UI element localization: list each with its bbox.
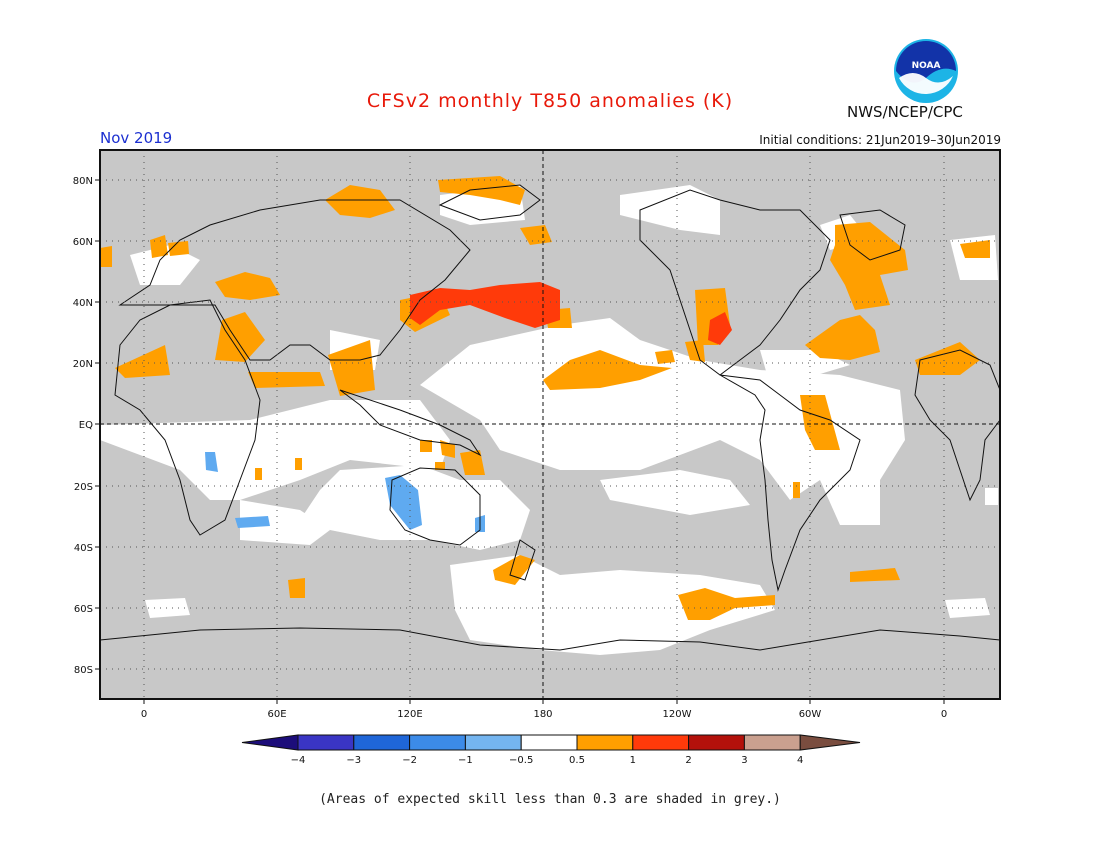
colorbar-arrow-high [799, 734, 861, 751]
colorbar-swatch [520, 734, 578, 751]
lat-label: 40S [74, 543, 93, 554]
map-title: CFSv2 monthly T850 anomalies (K) [366, 90, 734, 112]
colorbar-tick-label: −0.5 [509, 755, 533, 766]
colorbar-tick-label: 1 [630, 755, 636, 766]
colorbar [241, 734, 861, 751]
colorbar-swatch [297, 734, 355, 751]
colorbar-tick-label: 2 [685, 755, 691, 766]
lat-label: 60S [74, 604, 93, 615]
noaa-logo: NOAA [894, 39, 958, 103]
lon-label: 60W [799, 709, 822, 720]
forecast-month: Nov 2019 [100, 129, 173, 147]
colorbar-labels: −4 −3 −2 −1 −0.5 0.5 1 2 3 4 [291, 755, 804, 766]
lon-label: 0 [941, 709, 947, 720]
graticule [100, 150, 1000, 699]
colorbar-tick-label: −1 [458, 755, 473, 766]
colorbar-tick-label: 3 [741, 755, 747, 766]
colorbar-tick-label: 4 [797, 755, 803, 766]
lat-label: 40N [73, 298, 93, 309]
lat-label: 80S [74, 665, 93, 676]
lon-label: 60E [267, 709, 286, 720]
initial-conditions: Initial conditions: 21Jun2019–30Jun2019 [759, 133, 1001, 147]
coastlines [99, 184, 1001, 651]
noaa-logo-text: NOAA [912, 61, 941, 71]
colorbar-swatch [743, 734, 801, 751]
colorbar-swatch [576, 734, 634, 751]
lat-label: 60N [73, 237, 93, 248]
colorbar-tick-label: −3 [346, 755, 361, 766]
colorbar-tick-label: −2 [402, 755, 417, 766]
lat-label: 20N [73, 359, 93, 370]
lat-label: 80N [73, 176, 93, 187]
orange-regions [100, 176, 990, 620]
lat-label: 20S [74, 482, 93, 493]
blue-regions [205, 452, 485, 532]
colorbar-swatch [464, 734, 522, 751]
colorbar-arrow-low [241, 734, 299, 751]
red-regions [410, 282, 732, 345]
agency-name: NWS/NCEP/CPC [847, 103, 963, 121]
colorbar-swatch [632, 734, 690, 751]
colorbar-swatch [353, 734, 411, 751]
skill-footnote: (Areas of expected skill less than 0.3 a… [319, 792, 781, 807]
lon-label: 180 [533, 709, 552, 720]
equator-dateline [100, 150, 1000, 699]
tick-marks [95, 179, 945, 704]
colorbar-swatch [409, 734, 466, 751]
longitude-labels: 0 60E 120E 180 120W 60W 0 [141, 709, 947, 720]
colorbar-tick-label: 0.5 [569, 755, 585, 766]
lon-label: 120W [663, 709, 692, 720]
lon-label: 120E [397, 709, 422, 720]
latitude-labels: 80N 60N 40N 20N EQ 20S 40S 60S 80S [73, 176, 93, 676]
lat-label: EQ [79, 420, 93, 431]
colorbar-swatch [688, 734, 745, 751]
lon-label: 0 [141, 709, 147, 720]
colorbar-tick-label: −4 [291, 755, 306, 766]
